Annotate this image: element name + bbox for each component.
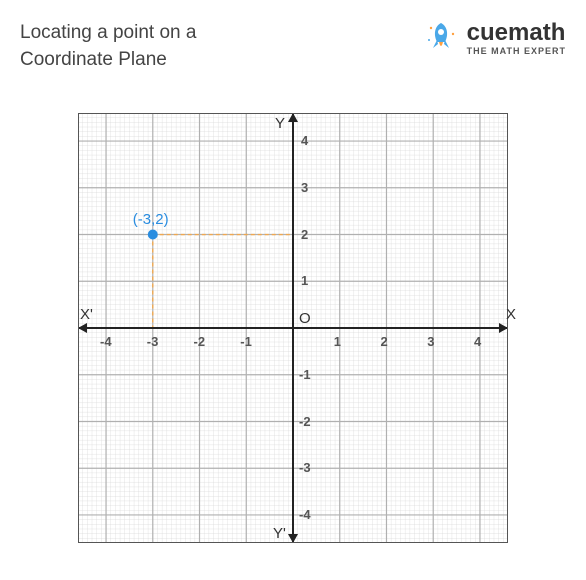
- x-tick-label: 2: [380, 334, 387, 349]
- chart-svg: [78, 113, 508, 543]
- x-tick-label: 1: [334, 334, 341, 349]
- x-axis-label: X: [506, 306, 516, 323]
- y-axis-label: Y: [275, 115, 285, 132]
- brand-name: cuemath: [467, 21, 566, 45]
- y-tick-label: -1: [299, 367, 311, 382]
- origin-label: O: [299, 310, 311, 327]
- y-tick-label: 1: [301, 273, 308, 288]
- x-tick-label: -1: [240, 334, 252, 349]
- y-neg-axis-label: Y': [273, 525, 286, 542]
- y-tick-label: 4: [301, 133, 308, 148]
- brand-logo: cuemath THE MATH EXPERT: [423, 20, 566, 56]
- y-tick-label: -2: [299, 414, 311, 429]
- x-neg-axis-label: X': [80, 306, 93, 323]
- brand-text: cuemath THE MATH EXPERT: [467, 21, 566, 56]
- point-label: (-3,2): [133, 211, 169, 228]
- y-tick-label: -3: [299, 460, 311, 475]
- x-tick-label: -3: [147, 334, 159, 349]
- y-tick-label: -4: [299, 507, 311, 522]
- title-line1: Locating a point on a: [20, 22, 196, 43]
- brand-tagline: THE MATH EXPERT: [467, 47, 566, 56]
- x-tick-label: -4: [100, 334, 112, 349]
- x-tick-label: -2: [194, 334, 206, 349]
- x-tick-label: 4: [474, 334, 481, 349]
- coordinate-plane: -4-3-2-11234-4-3-2-11234XX'YY'O(-3,2): [78, 113, 508, 543]
- y-tick-label: 3: [301, 180, 308, 195]
- page-title: Locating a point on a Coordinate Plane: [20, 20, 196, 73]
- y-tick-label: 2: [301, 227, 308, 242]
- title-line2: Coordinate Plane: [20, 49, 167, 70]
- rocket-icon: [423, 20, 459, 56]
- x-tick-label: 3: [427, 334, 434, 349]
